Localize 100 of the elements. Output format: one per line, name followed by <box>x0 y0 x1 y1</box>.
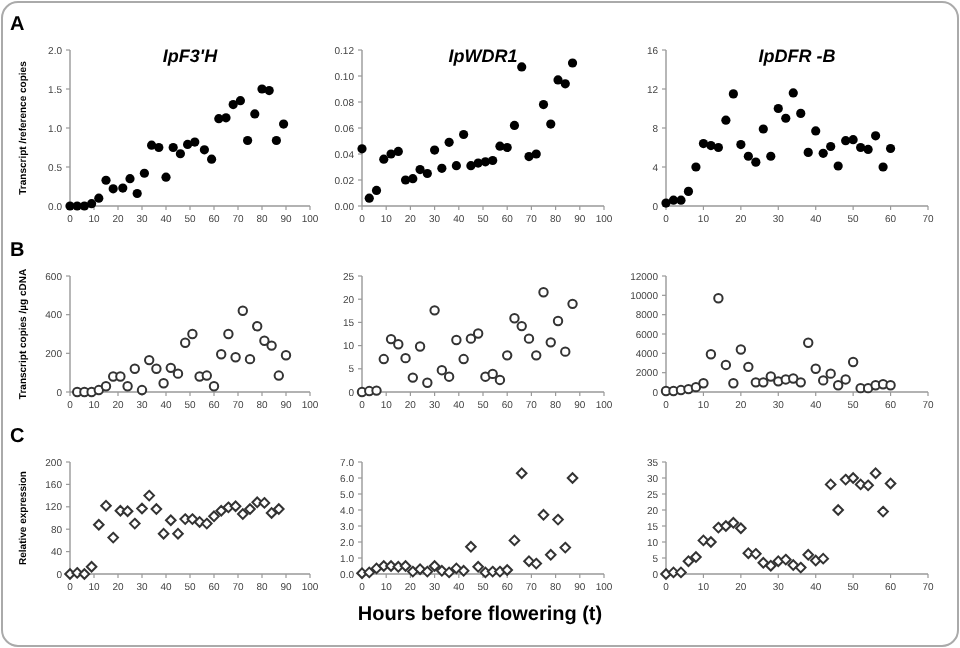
point <box>465 541 477 553</box>
point <box>280 350 292 361</box>
point <box>885 380 896 391</box>
point <box>265 507 278 519</box>
point <box>136 502 148 515</box>
point <box>530 557 543 570</box>
point <box>871 131 881 141</box>
text: A <box>10 14 25 36</box>
point <box>122 381 133 392</box>
point <box>129 363 140 374</box>
point <box>691 162 701 172</box>
point <box>451 334 462 346</box>
point <box>720 359 732 371</box>
point <box>215 504 227 517</box>
point <box>235 96 245 106</box>
point <box>788 373 799 384</box>
point <box>877 505 889 518</box>
point <box>271 135 281 146</box>
point <box>735 522 747 535</box>
point <box>676 195 686 205</box>
point <box>459 129 469 140</box>
point <box>781 113 791 123</box>
point <box>161 172 171 182</box>
point <box>201 517 213 530</box>
point <box>207 154 217 164</box>
point <box>422 168 432 179</box>
point <box>552 513 564 526</box>
point <box>172 527 184 540</box>
point <box>183 139 193 149</box>
point <box>230 352 241 363</box>
point <box>728 378 739 389</box>
point <box>538 287 549 298</box>
point <box>560 346 571 357</box>
point <box>751 157 761 167</box>
point <box>758 124 768 134</box>
point <box>101 175 111 185</box>
point <box>735 344 747 355</box>
point <box>429 305 440 316</box>
point <box>720 520 732 532</box>
point <box>487 368 498 380</box>
point <box>833 161 843 171</box>
point <box>788 88 798 98</box>
point <box>878 162 888 172</box>
point <box>172 368 184 379</box>
point <box>228 100 238 110</box>
point <box>727 517 740 529</box>
point <box>100 381 112 392</box>
point <box>150 503 163 515</box>
point <box>208 510 220 523</box>
point <box>803 337 814 348</box>
point <box>165 514 177 527</box>
point <box>221 113 231 123</box>
x-axis-title: Hours before flowering (t) <box>357 604 603 626</box>
point <box>743 151 753 161</box>
point <box>832 504 844 516</box>
point <box>393 146 403 156</box>
point <box>363 566 376 579</box>
point <box>279 119 289 129</box>
point <box>869 467 882 479</box>
point <box>743 361 754 373</box>
point <box>71 567 83 579</box>
point <box>93 518 105 531</box>
point <box>223 328 234 340</box>
point <box>175 149 185 159</box>
point <box>199 145 209 155</box>
point <box>428 560 441 572</box>
point <box>488 155 498 166</box>
point <box>795 377 806 388</box>
point <box>370 562 383 575</box>
point <box>118 183 128 193</box>
point <box>273 503 285 515</box>
point <box>386 149 396 159</box>
point <box>559 541 572 554</box>
point <box>516 320 527 332</box>
point <box>414 563 426 575</box>
point <box>690 551 702 563</box>
point <box>421 565 434 578</box>
point <box>157 527 170 540</box>
point <box>661 198 671 208</box>
point <box>705 536 717 548</box>
point <box>517 62 527 72</box>
point <box>472 328 484 339</box>
point <box>862 479 874 492</box>
point <box>826 141 836 152</box>
point <box>208 381 220 392</box>
point <box>794 561 807 574</box>
point <box>108 184 118 194</box>
point <box>683 186 694 196</box>
point <box>364 193 374 203</box>
point <box>758 377 769 388</box>
point <box>818 375 829 386</box>
point <box>501 564 513 576</box>
point <box>458 353 469 365</box>
point <box>244 353 256 365</box>
point <box>832 380 844 391</box>
point <box>466 161 476 171</box>
point <box>250 109 260 119</box>
point <box>523 555 535 567</box>
point <box>810 363 821 374</box>
point <box>371 185 382 195</box>
